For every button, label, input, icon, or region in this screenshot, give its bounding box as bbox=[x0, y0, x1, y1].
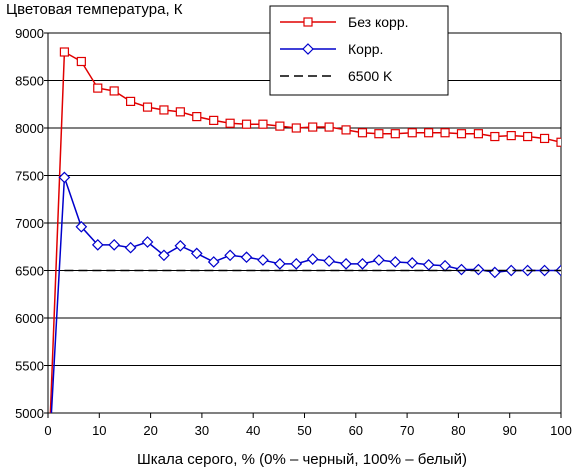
legend-label: Без корр. bbox=[348, 14, 409, 30]
y-tick-label: 8500 bbox=[15, 74, 44, 89]
x-tick-label: 10 bbox=[92, 423, 106, 438]
data-point bbox=[340, 258, 352, 270]
x-tick-label: 50 bbox=[297, 423, 311, 438]
y-tick-label: 9000 bbox=[15, 26, 44, 41]
data-point bbox=[225, 118, 235, 128]
data-point bbox=[274, 258, 286, 270]
series-layer bbox=[49, 47, 561, 413]
data-point bbox=[389, 256, 402, 268]
data-point bbox=[76, 56, 86, 67]
data-point bbox=[142, 102, 153, 112]
data-point bbox=[275, 121, 285, 131]
data-point bbox=[91, 239, 104, 251]
x-tick-labels: 0 10 20 30 40 50 60 70 80 90 100 bbox=[44, 423, 571, 438]
x-tick-label: 90 bbox=[502, 423, 516, 438]
legend-label: 6500 K bbox=[348, 68, 393, 84]
data-point bbox=[240, 251, 253, 264]
x-tick-label: 60 bbox=[349, 423, 363, 438]
data-point bbox=[209, 115, 219, 126]
data-point bbox=[357, 128, 368, 138]
data-point bbox=[323, 255, 335, 267]
data-point bbox=[109, 86, 119, 96]
data-point bbox=[356, 258, 369, 270]
x-tick-label: 20 bbox=[143, 423, 157, 438]
legend-marker bbox=[303, 17, 313, 27]
data-point bbox=[207, 256, 220, 268]
y-tick-label: 8000 bbox=[15, 121, 44, 136]
y-tick-label: 6500 bbox=[15, 264, 44, 279]
x-tick-label: 80 bbox=[451, 423, 465, 438]
data-point bbox=[374, 129, 384, 139]
data-point bbox=[108, 239, 121, 251]
data-point bbox=[373, 254, 385, 266]
data-point bbox=[439, 259, 451, 272]
x-tick-label: 40 bbox=[246, 423, 260, 438]
data-point bbox=[159, 105, 169, 115]
data-point bbox=[506, 131, 516, 141]
data-point bbox=[258, 119, 268, 129]
data-point bbox=[341, 125, 351, 135]
data-point bbox=[141, 236, 154, 248]
data-point bbox=[424, 128, 434, 138]
x-tick-label: 0 bbox=[44, 423, 51, 438]
series-1 bbox=[50, 171, 561, 413]
series-0 bbox=[49, 47, 561, 413]
legend: Без корр. Корр. 6500 K bbox=[269, 5, 449, 96]
y-tick-labels: 5000 5500 6000 6500 7000 7500 8000 8500 9000 bbox=[15, 26, 44, 421]
data-point bbox=[440, 128, 450, 138]
data-point bbox=[539, 133, 550, 144]
data-point bbox=[125, 96, 136, 107]
data-point bbox=[59, 47, 70, 57]
data-point bbox=[523, 131, 533, 142]
data-point bbox=[422, 258, 435, 271]
y-tick-label: 5500 bbox=[15, 359, 44, 374]
data-point bbox=[308, 122, 318, 132]
plot-frame bbox=[44, 32, 562, 418]
data-point bbox=[406, 257, 419, 269]
x-axis-title: Шкала серого, % (0% – черный, 100% – бел… bbox=[137, 451, 467, 467]
data-point bbox=[473, 129, 484, 139]
data-point bbox=[290, 258, 303, 270]
legend-box bbox=[269, 5, 449, 96]
y-axis-title: Цветовая температура, К bbox=[6, 1, 183, 18]
data-point bbox=[93, 83, 103, 93]
y-tick-label: 6000 bbox=[15, 311, 44, 326]
y-tick-label: 5000 bbox=[15, 406, 44, 421]
y-tick-label: 7000 bbox=[15, 216, 44, 231]
data-point bbox=[505, 264, 518, 277]
series-line bbox=[49, 50, 561, 413]
data-point bbox=[58, 171, 71, 184]
data-point bbox=[241, 119, 252, 129]
x-tick-label: 70 bbox=[400, 423, 414, 438]
data-point bbox=[306, 253, 319, 265]
data-point bbox=[257, 254, 269, 266]
data-point bbox=[224, 249, 236, 262]
data-point bbox=[124, 241, 137, 254]
data-point bbox=[490, 131, 500, 142]
data-point bbox=[324, 122, 334, 132]
data-point bbox=[456, 129, 467, 139]
data-point bbox=[472, 263, 485, 276]
data-point bbox=[455, 263, 468, 276]
data-point bbox=[158, 249, 170, 262]
legend-marker bbox=[302, 43, 314, 55]
data-point bbox=[291, 123, 301, 133]
data-point bbox=[175, 107, 185, 117]
x-tick-label: 100 bbox=[550, 423, 572, 438]
data-point bbox=[488, 266, 501, 279]
legend-label: Корр. bbox=[348, 41, 383, 57]
y-tick-label: 7500 bbox=[15, 169, 44, 184]
data-point bbox=[407, 128, 417, 138]
data-point bbox=[192, 111, 202, 122]
data-point bbox=[190, 247, 203, 260]
data-point bbox=[556, 137, 561, 147]
data-point bbox=[75, 220, 88, 233]
x-tick-label: 30 bbox=[195, 423, 209, 438]
data-point bbox=[174, 239, 187, 252]
data-point bbox=[390, 129, 400, 139]
